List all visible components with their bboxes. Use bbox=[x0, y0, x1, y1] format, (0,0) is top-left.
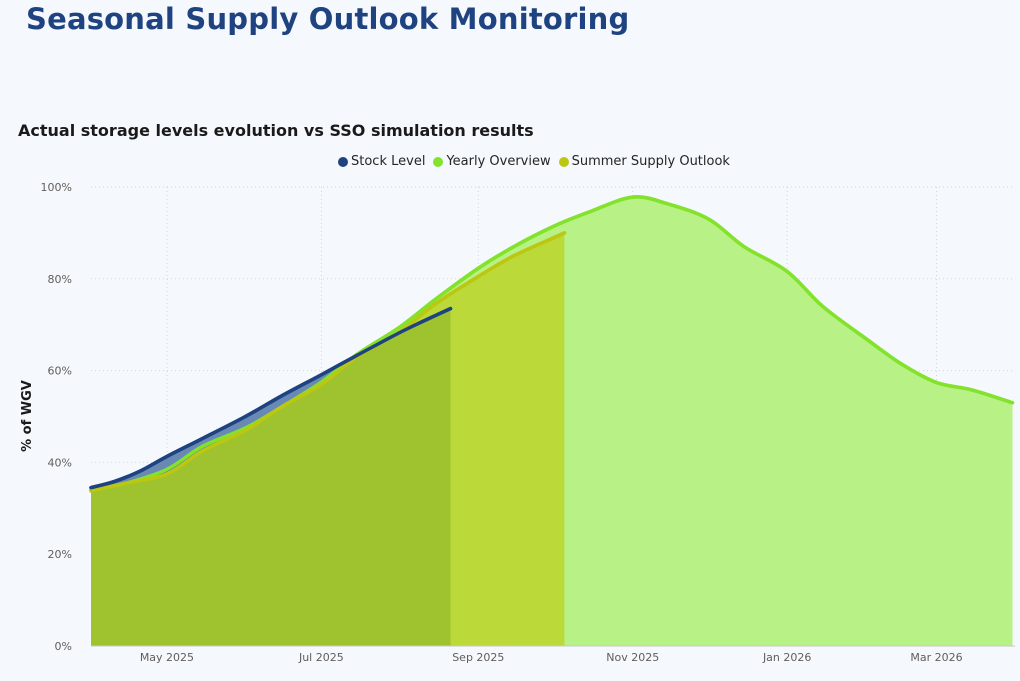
x-tick-label: Jul 2025 bbox=[298, 651, 344, 664]
x-tick-label: Mar 2026 bbox=[910, 651, 962, 664]
y-tick-label: 20% bbox=[48, 548, 72, 561]
legend-marker bbox=[558, 156, 569, 167]
line-stock-level-top bbox=[89, 306, 453, 490]
y-tick-label: 40% bbox=[48, 456, 72, 469]
legend-label: Summer Supply Outlook bbox=[571, 154, 730, 169]
y-tick-label: 60% bbox=[48, 365, 72, 378]
line-summer-supply-outlook-top bbox=[89, 231, 567, 493]
legend-marker bbox=[433, 156, 444, 167]
y-tick-label: 80% bbox=[48, 273, 72, 286]
chart-title: Actual storage levels evolution vs SSO s… bbox=[18, 121, 534, 140]
legend-marker bbox=[338, 156, 348, 167]
legend-item-summer-supply-outlook[interactable]: Summer Supply Outlook bbox=[558, 154, 730, 169]
x-tick-label: Jan 2026 bbox=[762, 651, 811, 664]
x-tick-label: Sep 2025 bbox=[452, 651, 504, 664]
x-tick-label: Nov 2025 bbox=[606, 651, 659, 664]
x-tick-label: May 2025 bbox=[140, 651, 194, 664]
legend-label: Stock Level bbox=[351, 154, 426, 169]
page-title: Seasonal Supply Outlook Monitoring bbox=[26, 2, 630, 36]
y-tick-label: 0% bbox=[55, 640, 72, 653]
legend-item-stock-level[interactable]: Stock Level bbox=[338, 154, 425, 169]
legend-label: Yearly Overview bbox=[446, 154, 551, 169]
y-tick-label: 100% bbox=[41, 181, 72, 194]
chart-legend: Stock Level Yearly Overview Summer Suppl… bbox=[338, 154, 738, 169]
y-axis-title: % of WGV bbox=[20, 380, 35, 452]
legend-item-yearly-overview[interactable]: Yearly Overview bbox=[433, 154, 551, 169]
area-overlap bbox=[91, 308, 451, 646]
line-yearly-overview-top bbox=[89, 195, 1015, 492]
